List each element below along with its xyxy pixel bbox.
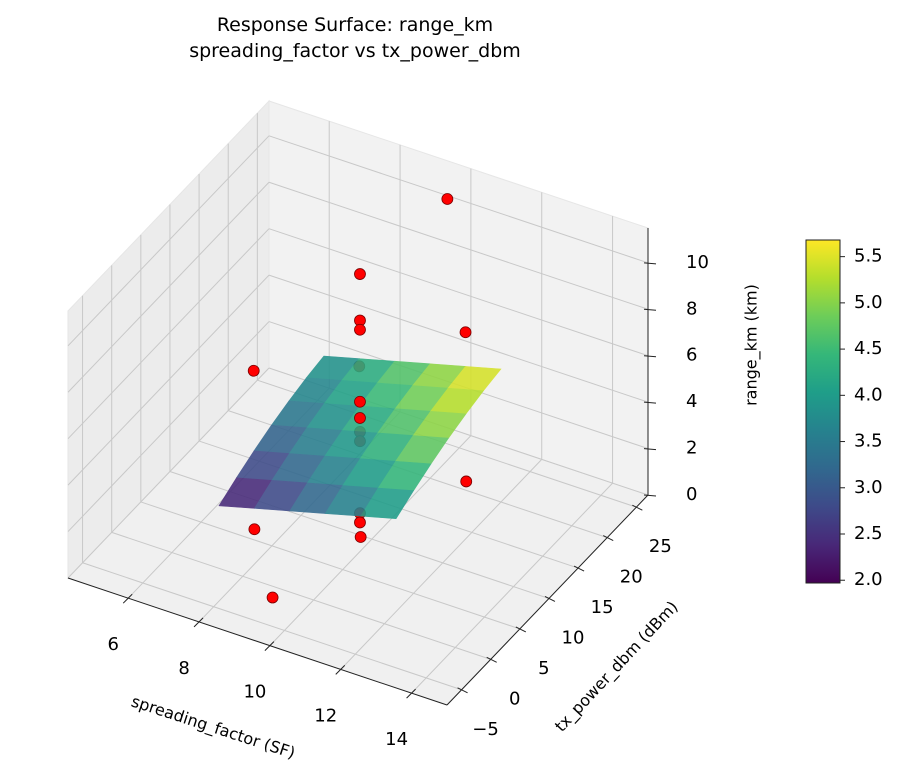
y-tick-label: −5 [472,719,499,740]
grid-line [67,274,270,486]
grid-line [268,135,649,264]
y-tick-label: 0 [509,688,520,709]
tick-mark [602,535,614,542]
y-tick-label: 5 [538,658,549,679]
data-point [354,412,366,424]
y-axis-label: tx_power_dbm (dBm) [551,597,683,736]
tick-mark [486,656,497,663]
grid-line [411,482,613,694]
x-tick-label: 14 [385,729,408,750]
grid-line [268,274,649,403]
tick-mark [573,565,585,572]
tick-mark [122,593,133,604]
grid-line [268,181,649,310]
x-tick-label: 6 [107,634,118,655]
tick-mark [643,308,657,311]
z-tick-label: 2 [686,438,697,459]
data-point [248,523,261,536]
tick-mark [515,626,527,633]
z-tick-label: 10 [686,252,709,273]
y-tick-label: 15 [591,597,614,618]
x-tick-label: 10 [243,682,266,703]
grid-line [111,531,491,660]
colorbar-tick-label: 4.5 [854,338,883,359]
colorbar-tick-label: 5.0 [854,292,883,313]
colorbar [805,239,841,584]
tick-mark [457,687,468,694]
tick-mark [632,504,643,511]
grid-line [268,228,649,357]
data-point [459,326,472,339]
tick-mark [335,665,346,675]
chart-title: Response Surface: range_km spreading_fac… [189,14,521,62]
tick-mark [544,596,556,602]
grid-line [140,501,520,630]
grid-line [67,181,270,393]
tick-mark [193,617,204,628]
colorbar-tick-label: 2.0 [854,569,883,590]
grid-line [67,321,270,532]
tick-mark [643,448,657,451]
grid-line [269,435,472,646]
z-tick-label: 4 [686,391,697,412]
x-axis-label: spreading_factor (SF) [129,692,298,764]
z-axis-label: range_km (km) [742,284,762,406]
surface-patch [360,487,415,520]
tick-mark [643,262,657,265]
grid-line [67,367,270,579]
colorbar-tick-label: 2.5 [854,523,883,544]
y-tick-label: 10 [562,627,585,648]
x-tick-label: 12 [314,705,337,726]
axis-line [67,577,448,706]
z-tick-label: 0 [686,484,697,505]
grid-line [340,459,543,670]
y-tick-label: 20 [620,567,643,588]
grid-line [67,228,270,440]
x-tick-label: 8 [178,658,189,679]
tick-mark [643,401,657,404]
data-point [266,591,279,604]
colorbar-tick-label: 4.0 [854,384,883,405]
colorbar-tick-label: 5.5 [854,246,883,267]
colorbar-tick-label: 3.0 [854,477,883,498]
data-point [441,193,454,205]
y-tick-label: 25 [649,536,672,557]
data-point [354,531,367,543]
data-point [354,395,366,408]
tick-mark [643,355,657,358]
z-tick-label: 8 [686,298,697,319]
data-point [354,268,366,280]
surface [218,355,502,520]
z-tick-label: 6 [686,345,697,366]
grid-line [82,562,462,691]
tick-mark [406,688,416,699]
tick-mark [264,641,275,652]
colorbar-tick-label: 3.5 [854,431,883,452]
axis-line [446,494,649,706]
tick-mark [643,494,657,497]
data-point [354,516,366,529]
grid-line [67,135,270,347]
data-point [460,475,473,488]
data-point [247,364,260,377]
data-point [354,323,366,336]
